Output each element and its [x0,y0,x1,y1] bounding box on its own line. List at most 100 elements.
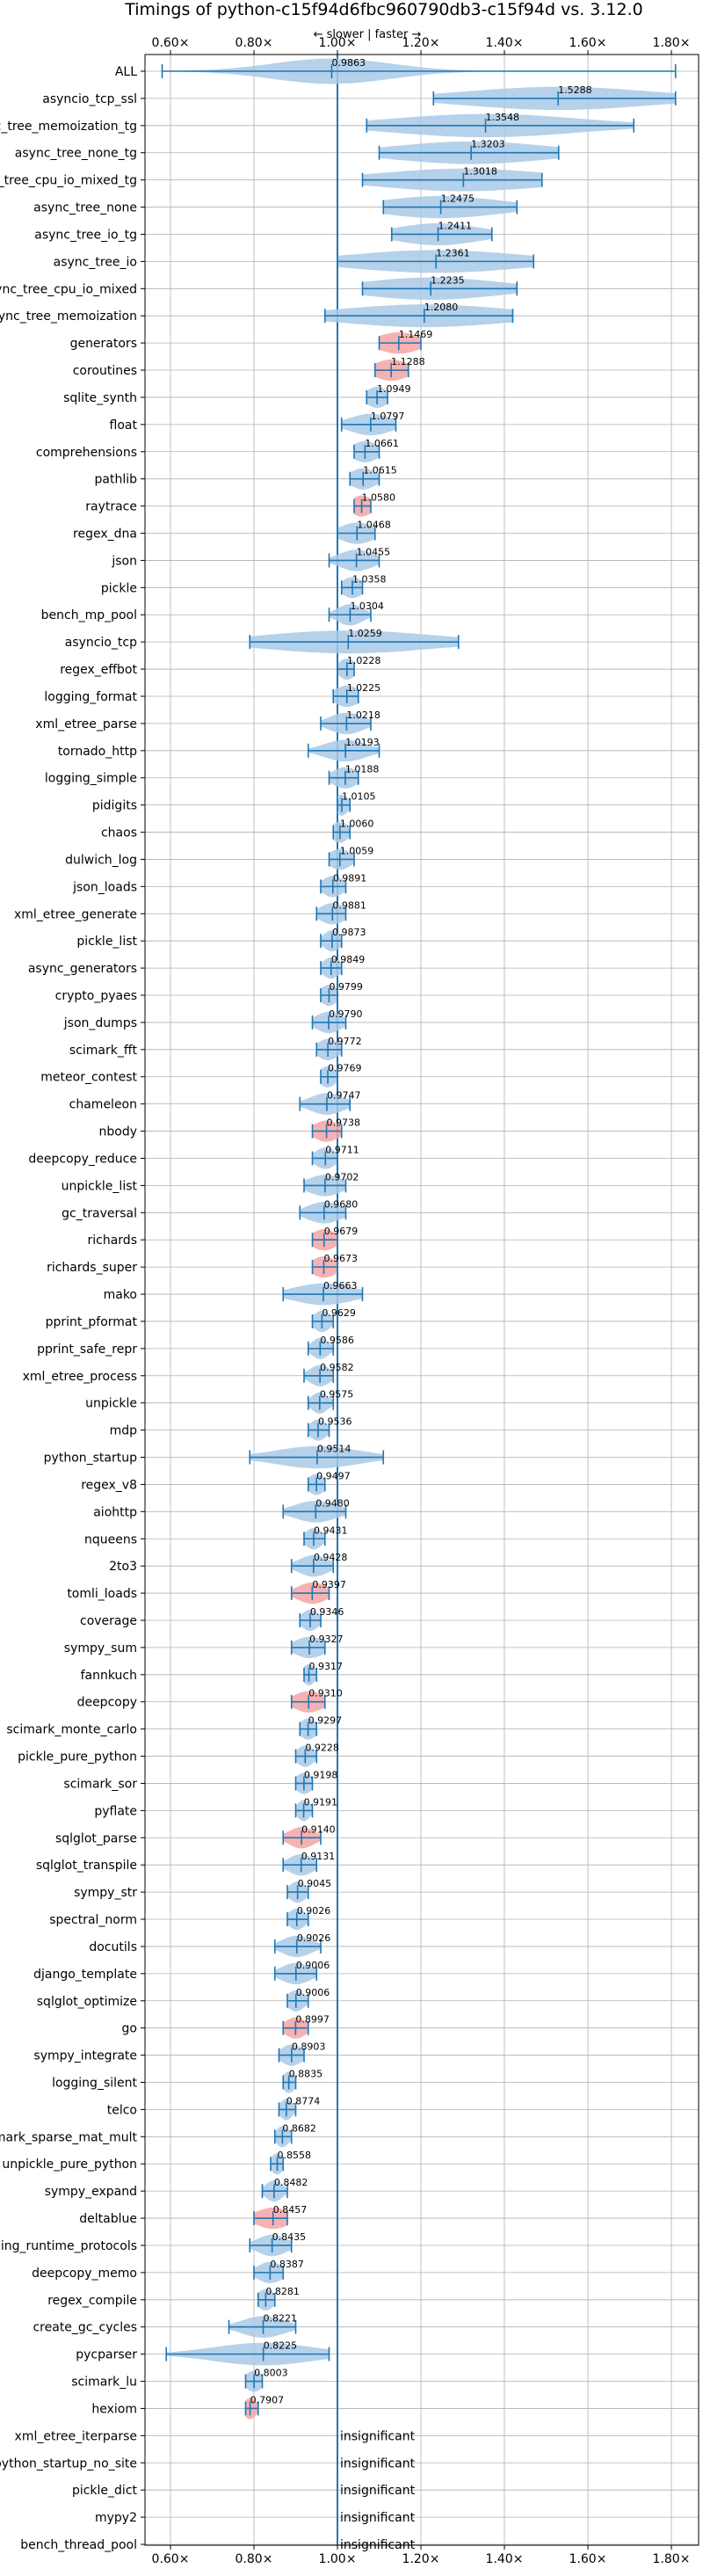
value-label: 0.9849 [331,954,366,965]
benchmark-label: unpickle [85,1397,137,1411]
value-label: 0.9026 [297,1905,331,1917]
value-label: 0.9297 [308,1715,343,1727]
value-label: 0.9536 [318,1416,352,1428]
value-label: 0.9673 [323,1253,358,1264]
benchmark-label: scimark_sparse_mat_mult [0,2130,138,2144]
violin-sympy_sum: 0.9327 [290,1634,344,1659]
value-label: 1.2475 [441,193,475,205]
benchmark-label: async_tree_cpu_io_mixed [0,282,137,296]
value-label: 0.9497 [316,1470,351,1481]
plot-frame [144,54,699,2546]
value-label: 0.8482 [274,2177,308,2188]
violin-async_tree_none_tg: 1.3203 [378,139,560,164]
value-label: 0.9711 [325,1144,359,1155]
x-ticks: 0.60× 0.60× 0.80× 0.80× 1.00× 1.00× 1.20× 1.20×… [152,36,691,2566]
benchmark-label: json_dumps [63,1016,137,1030]
value-label: 0.8774 [286,2095,321,2107]
value-label: 0.9799 [329,981,363,993]
violin-deepcopy_memo: 0.8387 [253,2259,304,2283]
value-label: 0.8221 [263,2313,297,2325]
benchmark-label: fannkuch [81,1669,137,1683]
value-label: 0.9663 [323,1280,358,1292]
value-label: 1.0105 [342,791,376,803]
benchmark-label: comprehensions [36,446,137,460]
value-label: 0.9045 [298,1878,332,1889]
violin-ALL: 0.9863 [161,57,677,84]
benchmark-label: xml_etree_parse [35,717,137,731]
value-label: 1.5288 [558,84,592,96]
x-tick-label-bottom: 0.80× [236,2552,273,2566]
x-tick-label-bottom: 0.60× [152,2552,190,2566]
value-label: 1.2361 [436,247,469,258]
benchmark-label: sympy_expand [45,2185,137,2199]
insignificant-label: insignificant [340,2456,416,2470]
violin-json: 1.0455 [328,546,390,571]
violin-nbody: 0.9738 [311,1117,360,1142]
violin-docutils: 0.9026 [273,1932,330,1958]
benchmark-label: scimark_lu [71,2376,137,2390]
benchmark-label: deltablue [79,2212,137,2226]
violin-raytrace: 1.0580 [353,492,396,517]
benchmark-label: async_tree_none [33,201,137,215]
x-tick-label-top: 1.00× [319,36,357,50]
violin-regex_v8: 0.9497 [307,1470,351,1495]
violin-tomli_loads: 0.9397 [290,1579,346,1605]
benchmark-label: asyncio_tcp [65,636,137,650]
benchmark-label: create_gc_cycles [33,2321,137,2335]
benchmark-label: async_tree_none_tg [15,147,137,161]
violin-sqlglot_parse: 0.9140 [282,1823,336,1849]
violin-spectral_norm: 0.9026 [286,1905,331,1931]
violin-scimark_lu: 0.8003 [244,2368,288,2392]
value-label: 1.0949 [377,383,411,395]
value-label: 0.9006 [296,1960,330,1971]
value-label: 1.0580 [362,492,396,504]
violin-async_tree_cpu_io_mixed: 1.2235 [361,274,518,300]
benchmark-label: coroutines [73,364,137,378]
violin-pickle_list: 0.9873 [320,927,366,952]
benchmark-label: hexiom [91,2402,137,2416]
violin-2to3: 0.9428 [290,1552,347,1577]
violin-nqueens: 0.9431 [303,1524,347,1550]
benchmark-label: pickle_dict [72,2484,138,2498]
violin-pathlib: 1.0615 [349,465,397,490]
benchmark-label: dulwich_log [65,853,137,867]
value-label: 0.9198 [304,1769,338,1780]
value-label: 0.9702 [325,1171,359,1182]
benchmark-label: mdp [110,1424,138,1438]
grid-lines [145,55,699,2545]
violin-async_tree_io_tg: 1.2411 [390,220,493,245]
insignificant-label: insignificant [340,2484,416,2498]
violin-coverage: 0.9346 [299,1606,344,1632]
value-label: 0.9873 [332,927,366,938]
value-label: 0.9582 [320,1362,354,1373]
x-tick-label-top: 1.40× [486,36,524,50]
benchmark-label: go [122,2022,137,2036]
violin-logging_format: 1.0225 [332,682,380,708]
benchmark-label: generators [70,337,137,351]
value-label: 1.1469 [399,329,433,340]
violin-deltablue: 0.8457 [253,2204,307,2230]
violin-go: 0.8997 [282,2014,330,2039]
violin-chameleon: 0.9747 [299,1090,360,1115]
benchmark-label: 2to3 [109,1560,137,1574]
value-label: 1.2411 [438,220,472,231]
value-label: 1.3018 [463,166,497,178]
value-label: 0.9327 [309,1634,344,1645]
violin-float: 1.0797 [340,411,404,436]
benchmark-label: sqlite_synth [63,391,137,405]
value-label: 0.8435 [272,2231,307,2243]
benchmark-label: logging_format [44,690,137,704]
benchmark-label: tomli_loads [67,1587,137,1601]
value-label: 0.9514 [317,1444,352,1455]
benchmark-label: json [111,554,137,568]
value-label: 1.0188 [345,764,380,775]
benchmark-label: scimark_fft [69,1044,138,1058]
x-tick-label-top: 1.20× [402,36,440,50]
violin-pickle_pure_python: 0.9228 [294,1743,339,1767]
benchmark-label: tornado_http [58,745,137,759]
violin-unpickle: 0.9575 [307,1389,353,1414]
benchmark-label: richards [88,1233,138,1248]
value-label: 1.0661 [365,438,399,449]
benchmark-label: regex_v8 [81,1478,137,1492]
value-label: 0.8903 [292,2041,326,2053]
